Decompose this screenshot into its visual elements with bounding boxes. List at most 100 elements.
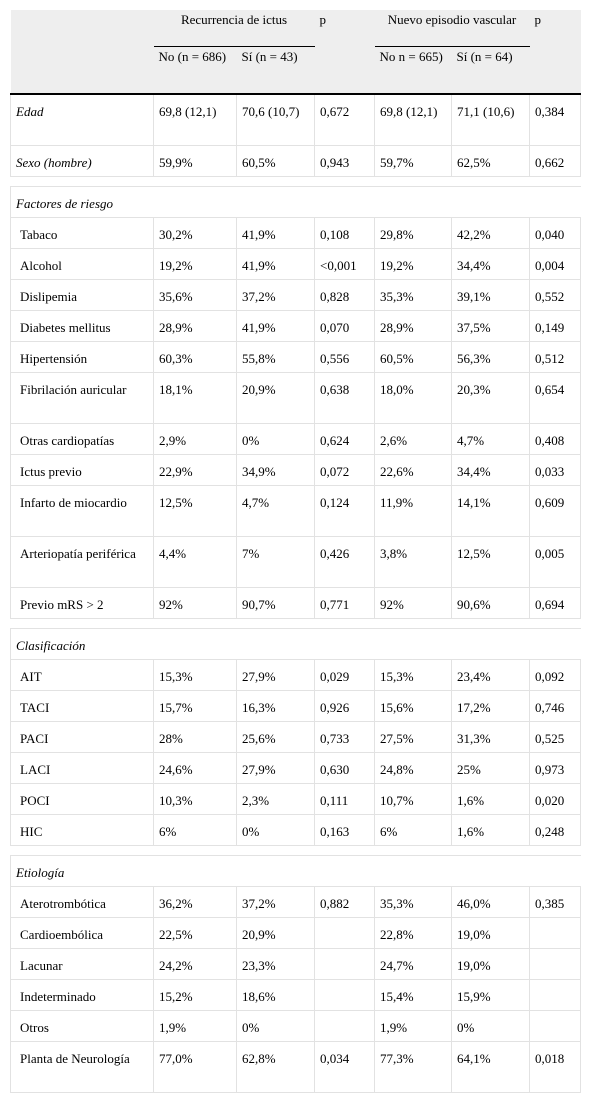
table-cell: 90,7% — [236, 587, 315, 619]
table-cell: 0,694 — [529, 587, 581, 619]
table-cell: 0,385 — [529, 886, 581, 918]
table-cell: 35,3% — [374, 279, 452, 311]
table-cell: 28,9% — [153, 310, 237, 342]
table-cell: 0,882 — [314, 886, 375, 918]
row-label: Fibrilación auricular — [10, 372, 154, 424]
table-cell: 3,8% — [374, 536, 452, 588]
table-row: Infarto de miocardio 12,5% 4,7% 0,124 11,9% 1… — [10, 485, 581, 537]
table-cell: 0,384 — [529, 94, 581, 146]
table-row: Lacunar 24,2% 23,3% 24,7% 19,0% — [10, 948, 581, 980]
header-blank — [10, 46, 154, 95]
table-cell: 62,5% — [451, 145, 530, 177]
section-label: Clasificación — [10, 628, 581, 660]
table-cell: 0,662 — [529, 145, 581, 177]
table-cell: 31,3% — [451, 721, 530, 753]
table-cell: 22,5% — [153, 917, 237, 949]
table-row: HIC 6% 0% 0,163 6% 1,6% 0,248 — [10, 814, 581, 846]
table-cell: 0,034 — [314, 1041, 375, 1093]
table-row: Diabetes mellitus 28,9% 41,9% 0,070 28,9% 37,… — [10, 310, 581, 342]
table-cell: 15,6% — [374, 690, 452, 722]
row-label: LACI — [10, 752, 154, 784]
row-label: Previo mRS > 2 — [10, 587, 154, 619]
table-cell: 77,3% — [374, 1041, 452, 1093]
section-label: Factores de riesgo — [10, 186, 581, 218]
header-sub-col: Sí (n = 64) — [451, 46, 530, 95]
table-cell: 1,6% — [451, 783, 530, 815]
table-cell: 41,9% — [236, 310, 315, 342]
table-cell: 35,6% — [153, 279, 237, 311]
table-cell: 24,6% — [153, 752, 237, 784]
table-cell: <0,001 — [314, 248, 375, 280]
table-row: Otras cardiopatías 2,9% 0% 0,624 2,6% 4,7% 0,4… — [10, 423, 581, 455]
table-cell: 19,2% — [153, 248, 237, 280]
table-cell: 0,070 — [314, 310, 375, 342]
table-cell: 17,2% — [451, 690, 530, 722]
table-cell: 0,248 — [529, 814, 581, 846]
table-cell — [314, 948, 375, 980]
table-cell: 71,1 (10,6) — [451, 94, 530, 146]
table-row: Indeterminado 15,2% 18,6% 15,4% 15,9% — [10, 979, 581, 1011]
table-cell: 0,005 — [529, 536, 581, 588]
table-cell: 34,4% — [451, 248, 530, 280]
table-cell: 1,6% — [451, 814, 530, 846]
table-cell: 62,8% — [236, 1041, 315, 1093]
table-cell: 22,8% — [374, 917, 452, 949]
spacer-cell — [10, 845, 581, 856]
table-cell: 7% — [236, 536, 315, 588]
table-cell: 24,8% — [374, 752, 452, 784]
header-blank — [11, 10, 154, 47]
table-cell: 69,8 (12,1) — [374, 94, 452, 146]
table-cell: 69,8 (12,1) — [153, 94, 237, 146]
table-cell: 0,163 — [314, 814, 375, 846]
table-cell: 0,746 — [529, 690, 581, 722]
table-cell: 70,6 (10,7) — [236, 94, 315, 146]
table-cell: 18,6% — [236, 979, 315, 1011]
spacer-cell — [10, 618, 581, 629]
table-cell: 2,3% — [236, 783, 315, 815]
table-cell: 24,2% — [153, 948, 237, 980]
table-cell: 0,512 — [529, 341, 581, 373]
table-row: PACI 28% 25,6% 0,733 27,5% 31,3% 0,525 — [10, 721, 581, 753]
table-cell: 11,9% — [374, 485, 452, 537]
row-label: Alcohol — [10, 248, 154, 280]
table-cell: 20,9% — [236, 917, 315, 949]
table-cell: 0,926 — [314, 690, 375, 722]
table-cell: 0,771 — [314, 587, 375, 619]
table-cell — [314, 1010, 375, 1042]
table-cell: 46,0% — [451, 886, 530, 918]
table-header: Recurrencia de ictus p Nuevo episodio va… — [10, 10, 581, 95]
row-label: Sexo (hombre) — [10, 145, 154, 177]
table-cell: 60,5% — [236, 145, 315, 177]
table-cell: 1,9% — [374, 1010, 452, 1042]
spacer-cell — [10, 176, 581, 187]
header-group-recurrencia: Recurrencia de ictus — [153, 10, 315, 47]
spacer-row — [10, 618, 581, 629]
header-p2: p — [534, 12, 542, 27]
row-label: PACI — [10, 721, 154, 753]
table-cell: 37,2% — [236, 886, 315, 918]
table-cell: 4,7% — [236, 485, 315, 537]
row-label: Diabetes mellitus — [10, 310, 154, 342]
table-cell: 0% — [451, 1010, 530, 1042]
table-cell: 4,7% — [451, 423, 530, 455]
table-cell: 0,828 — [314, 279, 375, 311]
table-cell: 4,4% — [153, 536, 237, 588]
table-row: Sexo (hombre) 59,9% 60,5% 0,943 59,7% 62,5% 0,… — [10, 145, 581, 177]
table-cell: 0,092 — [529, 659, 581, 691]
section-row: Factores de riesgo — [10, 186, 581, 218]
table-row: Previo mRS > 2 92% 90,7% 0,771 92% 90,6% 0,694 — [10, 587, 581, 619]
table-cell: 19,0% — [451, 917, 530, 949]
row-label: Otras cardiopatías — [10, 423, 154, 455]
table-cell: 29,8% — [374, 217, 452, 249]
table-cell: 56,3% — [451, 341, 530, 373]
table-cell: 92% — [374, 587, 452, 619]
row-label: Dislipemia — [10, 279, 154, 311]
table-cell: 24,7% — [374, 948, 452, 980]
table-cell: 0,973 — [529, 752, 581, 784]
spacer-row — [10, 176, 581, 187]
table-cell: 39,1% — [451, 279, 530, 311]
table-cell: 55,8% — [236, 341, 315, 373]
table-cell: 6% — [153, 814, 237, 846]
row-label: Otros — [10, 1010, 154, 1042]
table-row: Ictus previo 22,9% 34,9% 0,072 22,6% 34,4% 0,0… — [10, 454, 581, 486]
